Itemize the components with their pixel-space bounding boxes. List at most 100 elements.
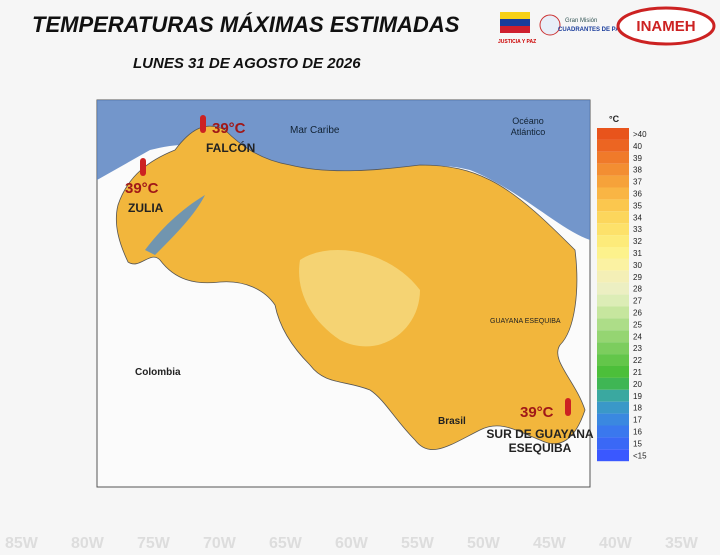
legend-label: >40 bbox=[633, 130, 647, 139]
legend-label: 25 bbox=[633, 320, 642, 329]
legend-label: <15 bbox=[633, 451, 647, 460]
legend-label: 39 bbox=[633, 154, 642, 163]
legend-swatch bbox=[597, 151, 629, 164]
region-line: SUR DE GUAYANA bbox=[486, 427, 593, 441]
inameh: INAMEH bbox=[636, 18, 695, 35]
legend-swatch bbox=[597, 235, 629, 247]
legend-swatch bbox=[597, 163, 629, 176]
legend-label: 37 bbox=[633, 178, 642, 187]
flag-caption: JUSTICIA Y PAZ bbox=[498, 39, 536, 45]
legend-label: 36 bbox=[633, 189, 642, 198]
legend-label: 20 bbox=[633, 380, 642, 389]
longitude-label: 70W bbox=[203, 535, 237, 552]
longitude-label: 85W bbox=[5, 535, 39, 552]
legend-swatch bbox=[597, 270, 629, 283]
legend-label: 34 bbox=[633, 213, 642, 222]
legend-label: 40 bbox=[633, 142, 642, 151]
legend-swatch bbox=[597, 247, 629, 259]
legend-swatch bbox=[597, 294, 629, 307]
legend-swatch bbox=[597, 425, 629, 438]
hotspot-region: FALCÓN bbox=[206, 140, 255, 155]
legend-label: 35 bbox=[633, 201, 642, 210]
legend-label: 38 bbox=[633, 166, 642, 175]
legend-label: 15 bbox=[633, 439, 642, 448]
legend-swatch bbox=[597, 366, 629, 378]
label-guayana: GUAYANA ESEQUIBA bbox=[490, 318, 561, 325]
legend-label: 29 bbox=[633, 273, 642, 282]
region-line: ESEQUIBA bbox=[509, 441, 572, 455]
longitude-label: 50W bbox=[467, 535, 501, 552]
legend-swatch bbox=[597, 389, 629, 402]
hotspot-falcon: 39°C FALCÓN bbox=[200, 115, 255, 155]
legend-label: 26 bbox=[633, 308, 642, 317]
legend-swatch bbox=[597, 128, 629, 140]
mission-top: Gran Misión bbox=[565, 18, 597, 24]
legend-swatch bbox=[597, 258, 629, 271]
legend-label: 17 bbox=[633, 416, 642, 425]
legend-swatch bbox=[597, 330, 629, 343]
legend-swatch bbox=[597, 175, 629, 188]
legend-swatch bbox=[597, 342, 629, 355]
longitude-label: 65W bbox=[269, 535, 303, 552]
longitude-label: 55W bbox=[401, 535, 435, 552]
subtitle: LUNES 31 DE AGOSTO DE 2026 bbox=[133, 55, 361, 72]
longitude-label: 40W bbox=[599, 535, 633, 552]
legend-label: 28 bbox=[633, 285, 642, 294]
legend-label: 21 bbox=[633, 368, 642, 377]
flag-logo: JUSTICIA Y PAZ bbox=[498, 12, 536, 45]
label-colombia: Colombia bbox=[135, 367, 181, 378]
hotspot-region: ZULIA bbox=[128, 201, 164, 215]
longitude-label: 35W bbox=[665, 535, 699, 552]
legend-swatch bbox=[597, 318, 629, 331]
inameh-logo: INAMEH bbox=[616, 6, 716, 46]
legend-unit: °C bbox=[609, 114, 620, 124]
label-brasil: Brasil bbox=[438, 416, 466, 427]
label-sea: Mar Caribe bbox=[290, 125, 340, 136]
legend-swatch bbox=[597, 187, 629, 200]
ocean-word: Atlántico bbox=[511, 127, 546, 137]
hotspot-temp: 39°C bbox=[520, 404, 554, 421]
legend-label: 18 bbox=[633, 404, 642, 413]
legend-label: 24 bbox=[633, 332, 642, 341]
hotspot-zulia: 39°C ZULIA bbox=[125, 158, 164, 215]
legend-swatch bbox=[597, 139, 629, 152]
longitude-watermark: 85W 80W 75W 70W 65W 60W 55W 50W 45W 40W 35W bbox=[5, 535, 699, 552]
longitude-label: 45W bbox=[533, 535, 567, 552]
legend-swatch bbox=[597, 282, 629, 295]
mission-logo: Gran Misión CUADRANTES DE PAZ bbox=[539, 14, 624, 36]
legend-swatch bbox=[597, 377, 629, 390]
longitude-label: 60W bbox=[335, 535, 369, 552]
title: TEMPERATURAS MÁXIMAS ESTIMADAS bbox=[32, 12, 460, 37]
legend-swatch bbox=[597, 199, 629, 212]
legend-swatch bbox=[597, 354, 629, 366]
legend-label: 16 bbox=[633, 427, 642, 436]
legend-label: 30 bbox=[633, 261, 642, 270]
legend-swatch bbox=[597, 413, 629, 426]
legend-label: 32 bbox=[633, 237, 642, 246]
highland-cool bbox=[145, 195, 205, 255]
legend: >40 40 39 38 37 36 35 34 33 32 31 30 29 28 27 26 25 24 23 2… bbox=[597, 128, 647, 462]
legend-swatch bbox=[597, 211, 629, 224]
legend-swatch bbox=[597, 449, 629, 462]
legend-label: 23 bbox=[633, 344, 642, 353]
label-ocean: Océano Atlántico bbox=[511, 116, 546, 137]
mission-name: CUADRANTES DE PAZ bbox=[558, 27, 624, 33]
legend-label: 27 bbox=[633, 297, 642, 306]
legend-label: 33 bbox=[633, 225, 642, 234]
legend-swatch bbox=[597, 223, 629, 236]
hotspot-temp: 39°C bbox=[212, 120, 246, 137]
longitude-label: 80W bbox=[71, 535, 105, 552]
legend-swatch bbox=[597, 437, 629, 450]
legend-label: 31 bbox=[633, 249, 642, 258]
legend-label: 22 bbox=[633, 356, 642, 365]
hotspot-region: SUR DE GUAYANA ESEQUIBA bbox=[486, 427, 593, 455]
legend-swatch bbox=[597, 306, 629, 319]
legend-swatch bbox=[597, 401, 629, 414]
legend-label: 19 bbox=[633, 392, 642, 401]
hotspot-guayana: 39°C SUR DE GUAYANA ESEQUIBA bbox=[486, 398, 594, 455]
hotspot-temp: 39°C bbox=[125, 180, 159, 197]
longitude-label: 75W bbox=[137, 535, 171, 552]
ocean-word: Océano bbox=[512, 116, 544, 126]
